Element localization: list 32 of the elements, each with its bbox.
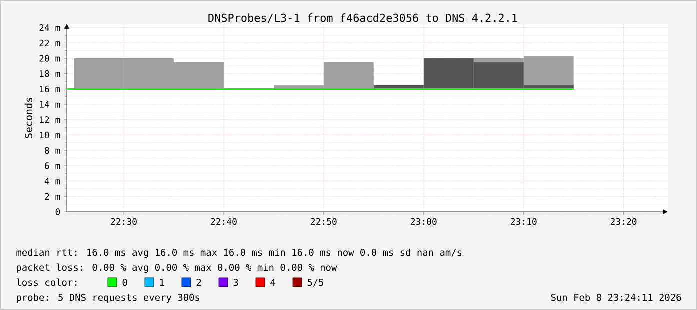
y-tick-label: 8 m [45,147,60,154]
x-tick-label: 23:10 [511,218,537,226]
y-tick-label: 12 m [40,116,60,124]
x-tick-label: 22:30 [111,218,137,226]
y-axis-title: Seconds [24,98,33,138]
text: Sun Feb 8 23:24:11 2026 [551,294,682,302]
legend-label: 0 [122,278,128,286]
chart-title: DNSProbes/L3-1 from f46acd2e3056 to DNS 4.2.2.1 [208,14,518,24]
y-tick-label: 24 m [40,24,60,32]
y-tick-label: 0 [56,208,60,216]
y-tick-label: 10 m [40,132,60,139]
text: probe: 5 DNS requests every 300s [17,294,200,303]
legend-title: loss color: [16,278,77,286]
y-tick-label: 14 m [40,101,60,108]
x-tick-label: 23:00 [411,218,437,226]
y-tick-label: 22 m [40,40,60,47]
legend-label: 1 [160,279,164,286]
y-tick-label: 16 m [40,86,60,93]
text: packet loss: 0.00 % avg 0.00 % max 0.00 % min 0.00 % now [17,264,338,274]
x-tick-label: 23:20 [610,218,637,226]
y-tick-label: 20 m [40,55,60,62]
y-tick-label: 4 m [44,178,60,185]
x-tick-label: 22:40 [211,218,237,226]
legend-label: 4 [270,279,276,286]
y-tick-label: 18 m [40,70,60,78]
x-tick-label: 22:50 [311,218,337,226]
y-tick-label: 2 m [45,193,60,200]
y-tick-label: 6 m [45,162,60,170]
legend-label: 5/5 [308,279,324,287]
legend-label: 3 [234,278,238,286]
text: median rtt: 16.0 ms avg 16.0 ms max 16.0 ms min 16.0 ms now 0.0 ms sd nan am/s [16,248,462,258]
legend-label: 2 [196,278,202,286]
